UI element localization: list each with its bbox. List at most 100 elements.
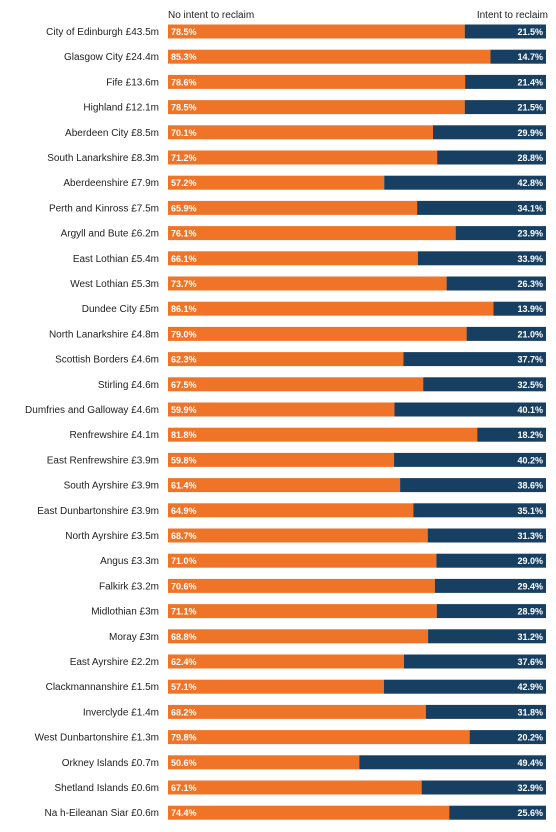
bar-label-intent: 40.2% <box>517 455 543 465</box>
bar-label-intent: 14.7% <box>517 52 543 62</box>
bar-label-intent: 31.8% <box>517 707 543 717</box>
category-label: Dundee City £5m <box>82 304 159 315</box>
category-label: Angus £3.3m <box>100 556 159 567</box>
bar-label-intent: 42.9% <box>517 682 543 692</box>
bar-intent <box>477 427 546 442</box>
category-label: Clackmannanshire £1.5m <box>46 682 159 693</box>
bar-label-no-intent: 70.6% <box>171 581 197 591</box>
bar-label-no-intent: 71.0% <box>171 556 197 566</box>
bar-no-intent <box>168 326 467 341</box>
bar-no-intent <box>168 528 428 543</box>
bar-no-intent <box>168 478 401 493</box>
category-label: Na h-Eileanan Siar £0.6m <box>44 808 159 819</box>
bar-label-no-intent: 67.5% <box>171 380 197 390</box>
bar-label-intent: 20.2% <box>517 733 543 743</box>
category-label: Stirling £4.6m <box>98 380 159 391</box>
bar-intent <box>455 226 546 241</box>
category-label: Shetland Islands £0.6m <box>54 783 159 794</box>
bar-intent <box>384 175 546 190</box>
bar-label-no-intent: 78.5% <box>171 27 197 37</box>
category-label: Scottish Borders £4.6m <box>55 355 159 366</box>
bar-no-intent <box>168 150 438 165</box>
bar-intent <box>423 377 546 392</box>
bar-label-no-intent: 79.8% <box>171 733 197 743</box>
bar-label-no-intent: 68.8% <box>171 632 197 642</box>
category-label: City of Edinburgh £43.5m <box>46 27 159 38</box>
bar-label-intent: 28.9% <box>517 607 543 617</box>
bar-no-intent <box>168 427 478 442</box>
bar-label-no-intent: 50.6% <box>171 758 197 768</box>
bar-no-intent <box>168 780 422 795</box>
bar-label-intent: 21.5% <box>517 27 543 37</box>
bar-label-no-intent: 57.2% <box>171 178 197 188</box>
category-label: Aberdeen City £8.5m <box>65 128 159 139</box>
bar-no-intent <box>168 49 491 64</box>
bar-label-no-intent: 70.1% <box>171 128 197 138</box>
bar-label-intent: 18.2% <box>517 430 543 440</box>
bar-label-no-intent: 73.7% <box>171 279 197 289</box>
bar-no-intent <box>168 578 435 593</box>
bar-label-no-intent: 67.1% <box>171 783 197 793</box>
bar-no-intent <box>168 679 384 694</box>
bar-label-intent: 21.0% <box>517 329 543 339</box>
bar-intent <box>394 452 546 467</box>
bar-label-intent: 21.5% <box>517 103 543 113</box>
category-label: East Dunbartonshire £3.9m <box>37 506 159 517</box>
bar-no-intent <box>168 74 466 89</box>
bar-intent <box>466 326 546 341</box>
bar-label-no-intent: 59.9% <box>171 405 197 415</box>
bar-intent <box>437 150 546 165</box>
bar-no-intent <box>168 175 385 190</box>
bar-intent <box>394 402 546 417</box>
bar-intent <box>421 780 546 795</box>
bar-label-intent: 26.3% <box>517 279 543 289</box>
category-label: Inverclyde £1.4m <box>83 707 159 718</box>
bar-intent <box>400 478 546 493</box>
bar-no-intent <box>168 301 494 316</box>
bar-label-intent: 32.9% <box>517 783 543 793</box>
bar-label-no-intent: 68.2% <box>171 707 197 717</box>
bar-no-intent <box>168 125 433 140</box>
bar-label-no-intent: 86.1% <box>171 304 197 314</box>
bar-intent <box>417 200 546 215</box>
bar-intent <box>434 578 546 593</box>
bar-label-no-intent: 62.3% <box>171 355 197 365</box>
bar-label-no-intent: 59.8% <box>171 455 197 465</box>
bar-no-intent <box>168 402 395 417</box>
bar-intent <box>417 251 546 266</box>
bar-label-no-intent: 76.1% <box>171 229 197 239</box>
bar-label-no-intent: 66.1% <box>171 254 197 264</box>
bar-label-intent: 29.0% <box>517 556 543 566</box>
bar-no-intent <box>168 654 404 669</box>
bar-intent <box>425 704 546 719</box>
bar-no-intent <box>168 553 437 568</box>
legend-no-intent-label: No intent to reclaim <box>168 10 255 21</box>
bar-label-intent: 31.2% <box>517 632 543 642</box>
bar-label-no-intent: 61.4% <box>171 481 197 491</box>
bar-no-intent <box>168 704 426 719</box>
bar-no-intent <box>168 226 456 241</box>
bar-label-intent: 25.6% <box>517 808 543 818</box>
bar-label-no-intent: 68.7% <box>171 531 197 541</box>
category-label: Perth and Kinross £7.5m <box>49 203 159 214</box>
bar-intent <box>464 100 546 115</box>
bar-no-intent <box>168 730 470 745</box>
bar-intent <box>449 805 546 820</box>
category-label: West Lothian £5.3m <box>70 279 159 290</box>
bar-label-intent: 28.8% <box>517 153 543 163</box>
bar-label-no-intent: 79.0% <box>171 329 197 339</box>
bar-intent <box>436 553 546 568</box>
bar-label-intent: 31.3% <box>517 531 543 541</box>
legend-intent-label: Intent to reclaim <box>476 10 548 21</box>
category-label: Renfrewshire £4.1m <box>70 430 159 441</box>
bar-intent <box>403 352 546 367</box>
bar-no-intent <box>168 276 447 291</box>
bar-label-no-intent: 64.9% <box>171 506 197 516</box>
bar-intent <box>446 276 546 291</box>
category-label: West Dunbartonshire £1.3m <box>35 733 159 744</box>
category-label: Dumfries and Galloway £4.6m <box>25 405 159 416</box>
bar-intent <box>493 301 546 316</box>
bar-no-intent <box>168 503 414 518</box>
bar-label-intent: 29.4% <box>517 581 543 591</box>
bar-no-intent <box>168 200 418 215</box>
